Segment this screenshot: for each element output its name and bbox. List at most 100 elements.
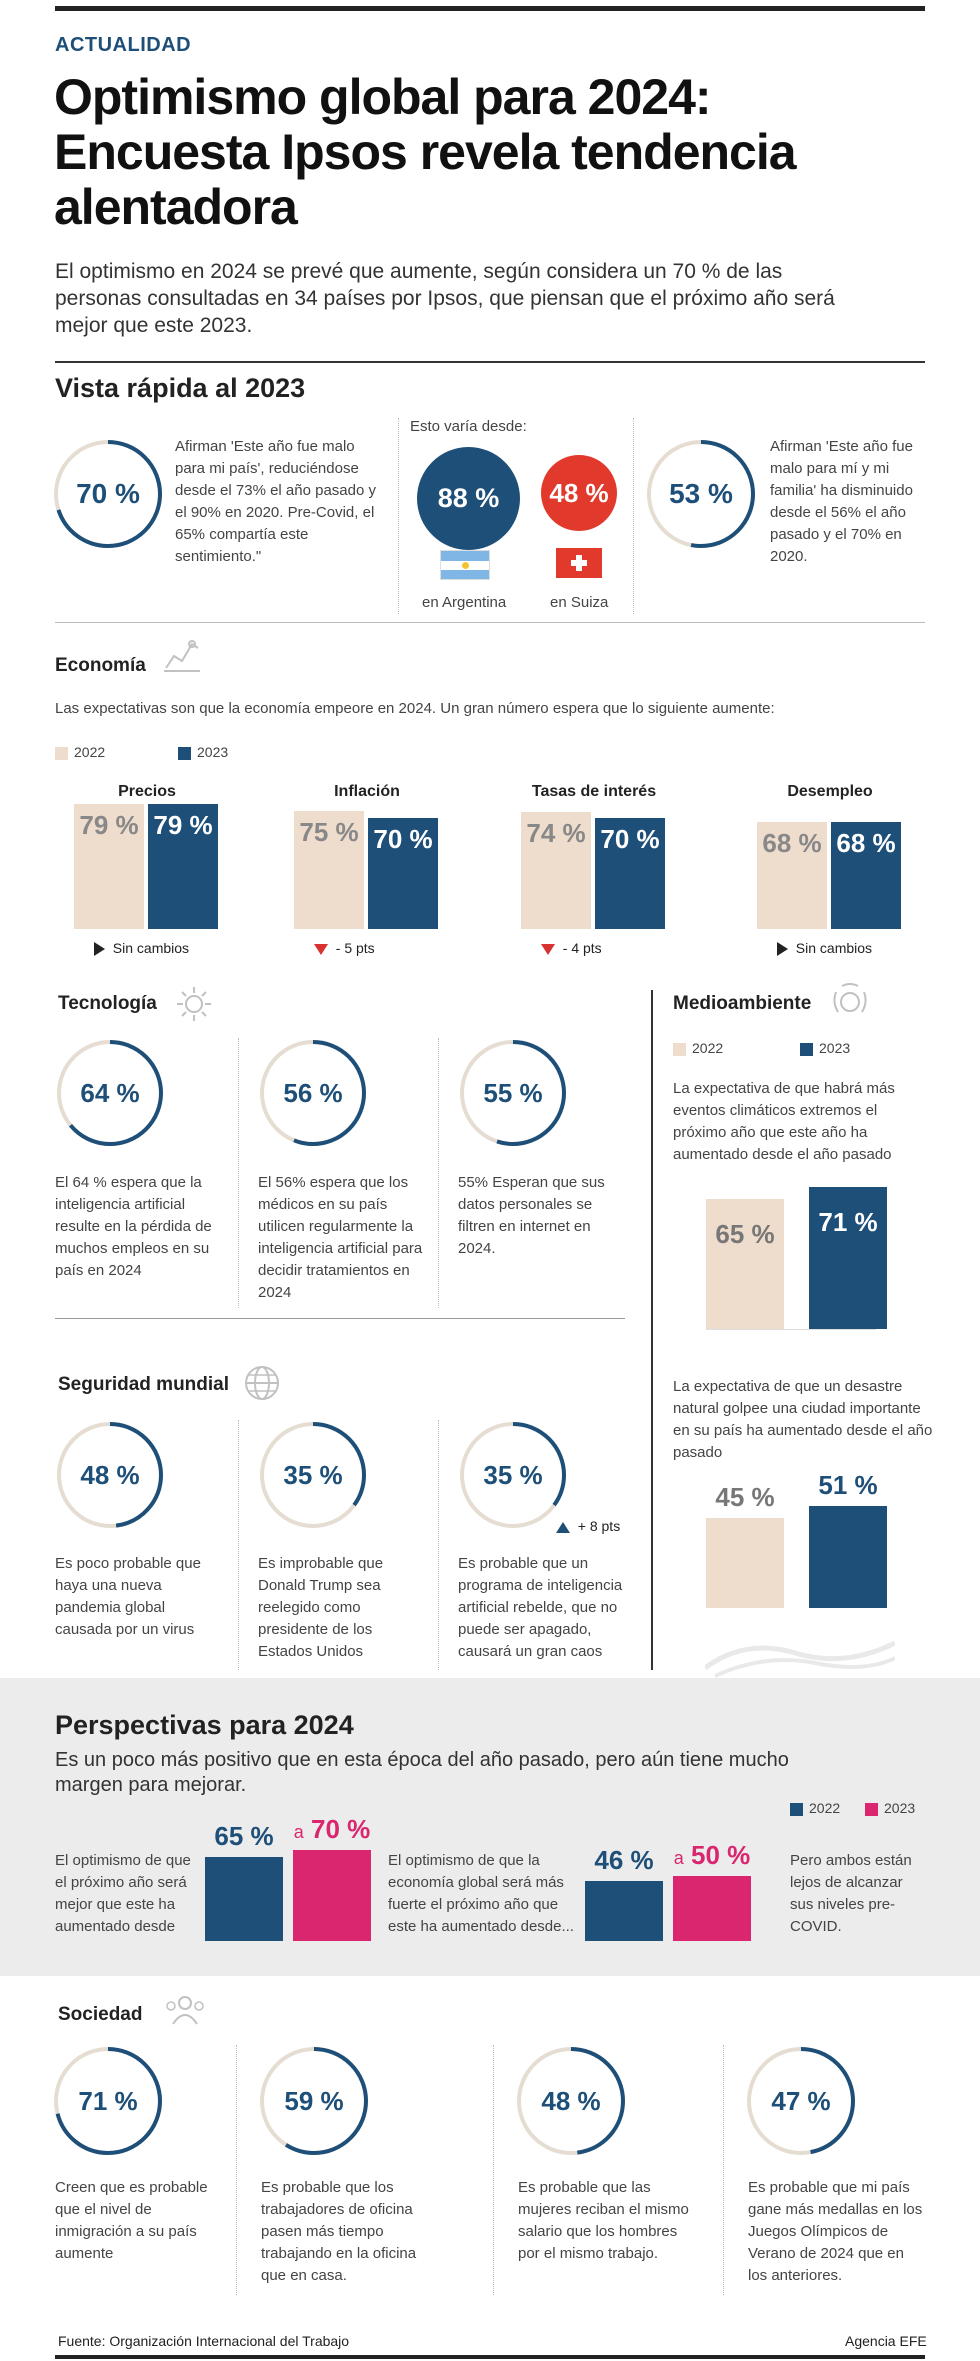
bar [294, 810, 364, 929]
bar [368, 818, 438, 929]
change-indicator: - 5 pts [314, 940, 375, 956]
ring-pct: 48 % [541, 2085, 601, 2116]
value: 70 % [310, 1814, 371, 1844]
environment-icon [833, 983, 867, 1013]
ring-pct: 64 % [80, 1077, 140, 1108]
divider [723, 2045, 724, 2295]
medioambiente-text1: La expectativa de que habrá más eventos … [673, 1080, 895, 1163]
disaster-watermark-icon [705, 1640, 895, 1678]
bar-value-label: 71 % [818, 1207, 878, 1237]
seguridad-text: Es improbable que Donald Trump sea reele… [258, 1555, 384, 1660]
agency-text: Agencia EFE [845, 2333, 927, 2349]
change-text: - 5 pts [335, 940, 375, 956]
divider [236, 2045, 237, 2295]
argentina-circle: 88 % [417, 447, 520, 550]
ring-pct: 59 % [284, 2085, 344, 2116]
bar-value-label: 65 % [715, 1219, 775, 1249]
title-line: Encuesta Ipsos revela tendencia [54, 124, 797, 180]
bar-value-label: 75 % [299, 816, 359, 847]
suiza-circle: 48 % [541, 455, 617, 531]
category-label: Tasas de interés [531, 783, 657, 800]
change-text: Sin cambios [795, 940, 873, 956]
change-text: + 8 pts [577, 1518, 621, 1534]
medioambiente-chart2: 45 % 51 % [706, 1470, 887, 1608]
tecnologia-title: Tecnología [58, 993, 157, 1014]
perspectivas-text2: El optimismo de que la economía global s… [388, 1852, 574, 1935]
ring-pct: 48 % [80, 1459, 140, 1490]
up-arrow-icon [556, 1521, 570, 1533]
vista-title: Vista rápida al 2023 [55, 373, 306, 403]
divider [398, 418, 399, 614]
divider [651, 990, 653, 1670]
play-arrow-icon [777, 942, 788, 957]
change-indicator: - 4 pts [541, 940, 602, 956]
bar [809, 1187, 887, 1329]
change-indicator: Sin cambios [777, 940, 873, 957]
bar [74, 804, 144, 929]
perspectivas-text1: El optimismo de que el próximo año será … [55, 1852, 191, 1935]
perspectivas-band [0, 1678, 980, 1976]
medioambiente-legend-2022: 2022 [673, 1040, 723, 1056]
ring-pct: 56 % [283, 1077, 343, 1108]
ring-pct: 35 % [483, 1459, 543, 1490]
divider [55, 622, 925, 623]
bar-value-label: 68 % [836, 827, 896, 858]
seguridad-title: Seguridad mundial [58, 1374, 230, 1395]
bar [831, 821, 901, 929]
gear-icon [177, 987, 211, 1021]
divider [438, 1038, 439, 1308]
perspectivas-chart1: 65 % a 70 % [205, 1814, 385, 1941]
bar [706, 1518, 784, 1608]
sociedad-text: Es probable que las mujeres reciban el m… [518, 2179, 689, 2262]
change-indicator: + 8 pts [556, 1518, 620, 1534]
title-line: Optimismo global para 2024: [54, 69, 712, 125]
ring-pct: 55 % [483, 1077, 543, 1108]
change-indicator: Sin cambios [94, 940, 190, 957]
change-text: - 4 pts [562, 940, 602, 956]
ring-chart: 35 % [458, 1420, 568, 1530]
people-icon [166, 1996, 204, 2025]
medioambiente-text2: La expectativa de que un desastre natura… [673, 1378, 933, 1461]
vista-left-text: Afirman 'Este año fue malo para mi país'… [175, 438, 376, 565]
bar [148, 804, 218, 929]
bar-value-label: 46 % [594, 1845, 654, 1876]
ring-chart: 59 % [258, 2045, 370, 2157]
title-line: alentadora [54, 179, 298, 235]
ring-chart: 64 % [55, 1038, 165, 1148]
ring-chart: 35 % [258, 1420, 368, 1530]
seguridad-text: Es probable que un programa de inteligen… [458, 1555, 623, 1660]
bar [585, 1881, 663, 1941]
footer-rule [55, 2355, 925, 2359]
chart-icon [164, 640, 200, 672]
bar-value-label: a 50 % [663, 1840, 761, 1871]
tecnologia-text: El 56% espera que los médicos en su país… [258, 1174, 423, 1301]
intro-text: El optimismo en 2024 se prevé que aument… [55, 260, 835, 337]
value: 50 % [690, 1840, 751, 1870]
bar [673, 1876, 751, 1941]
bar-value-label: 68 % [762, 827, 822, 858]
argentina-label: en Argentina [422, 594, 507, 611]
perspectivas-title: Perspectivas para 2024 [55, 1710, 354, 1740]
bar-value-label: 51 % [818, 1470, 878, 1500]
category-label: Precios [118, 783, 176, 800]
perspectivas-legend-2023: 2023 [865, 1800, 915, 1816]
globe-icon [245, 1366, 279, 1400]
medioambiente-legend-2023: 2023 [800, 1040, 850, 1056]
ring-vista-left: 70 % [52, 438, 164, 550]
bar [809, 1506, 887, 1608]
ring-chart: 56 % [258, 1038, 368, 1148]
bar [205, 1856, 283, 1941]
divider [633, 418, 634, 614]
argentina-pct: 88 % [437, 483, 500, 513]
ring-pct: 35 % [283, 1459, 343, 1490]
sociedad-title: Sociedad [58, 2004, 143, 2025]
change-text: Sin cambios [112, 940, 190, 956]
kicker: ACTUALIDAD [55, 34, 192, 56]
prefix: a [673, 1848, 684, 1868]
bar-value-label: a 70 % [283, 1814, 381, 1845]
argentina-flag-icon [440, 550, 490, 580]
tecnologia-text: El 64 % espera que la inteligencia artif… [55, 1174, 212, 1279]
bar [706, 1199, 784, 1329]
suiza-label: en Suiza [550, 594, 609, 611]
ring-chart: 48 % [515, 2045, 627, 2157]
